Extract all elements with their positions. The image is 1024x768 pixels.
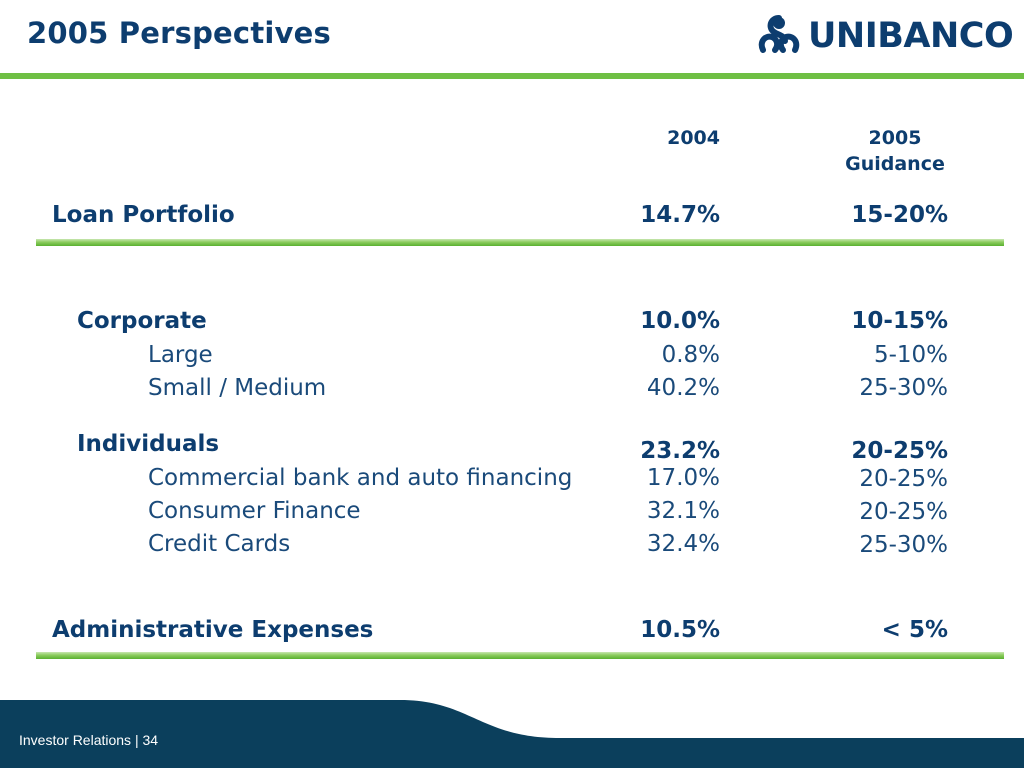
header-divider: [0, 73, 1024, 79]
row-value-corporate-2004: 10.0%: [640, 308, 720, 334]
row-label-commercial-auto: Commercial bank and auto financing: [148, 465, 573, 491]
row-value-small-medium-2004: 40.2%: [646, 375, 720, 401]
row-value-loan-portfolio-2004: 14.7%: [640, 202, 720, 228]
logo-text: UNIBANCO: [808, 16, 1014, 56]
row-label-large: Large: [148, 342, 213, 368]
row-value-loan-portfolio-2005: 15-20%: [851, 202, 948, 228]
page-title: 2005 Perspectives: [27, 16, 331, 50]
column-header-2004: 2004: [560, 125, 720, 151]
column-header-guidance-label: Guidance: [845, 153, 945, 175]
row-label-administrative-expenses: Administrative Expenses: [52, 617, 374, 643]
footer-band: [0, 700, 1024, 768]
row-value-small-medium-2005: 25-30%: [859, 375, 948, 401]
row-value-administrative-expenses-2004: 10.5%: [640, 617, 720, 643]
row-value-individuals-2005: 20-25%: [851, 438, 948, 464]
unibanco-logo: UNIBANCO: [754, 12, 1022, 60]
row-value-large-2005: 5-10%: [873, 342, 948, 368]
row-value-large-2004: 0.8%: [661, 342, 720, 368]
row-label-loan-portfolio: Loan Portfolio: [52, 202, 235, 228]
row-value-consumer-finance-2004: 32.1%: [646, 498, 720, 524]
row-label-small-medium: Small / Medium: [148, 375, 327, 401]
unibanco-logo-icon: [758, 15, 800, 53]
row-value-corporate-2005: 10-15%: [851, 308, 948, 334]
row-value-commercial-auto-2004: 17.0%: [646, 465, 720, 491]
row-value-credit-cards-2005: 25-30%: [859, 532, 948, 558]
row-value-individuals-2004: 23.2%: [640, 438, 720, 464]
separator-administrative-expenses: [36, 652, 1004, 659]
column-header-2005-label: 2005: [868, 127, 922, 149]
row-label-consumer-finance: Consumer Finance: [148, 498, 361, 524]
row-label-credit-cards: Credit Cards: [148, 531, 291, 557]
separator-loan-portfolio: [36, 239, 1004, 246]
row-label-corporate: Corporate: [77, 308, 207, 334]
row-value-commercial-auto-2005: 20-25%: [859, 466, 948, 492]
row-value-credit-cards-2004: 32.4%: [646, 531, 720, 557]
row-value-consumer-finance-2005: 20-25%: [859, 499, 948, 525]
column-header-2005-guidance: 2005 Guidance: [815, 125, 975, 177]
footer-text: Investor Relations | 34: [19, 732, 159, 748]
row-value-administrative-expenses-2005: < 5%: [881, 617, 948, 643]
row-label-individuals: Individuals: [77, 431, 220, 457]
column-header-2004-label: 2004: [667, 127, 720, 149]
